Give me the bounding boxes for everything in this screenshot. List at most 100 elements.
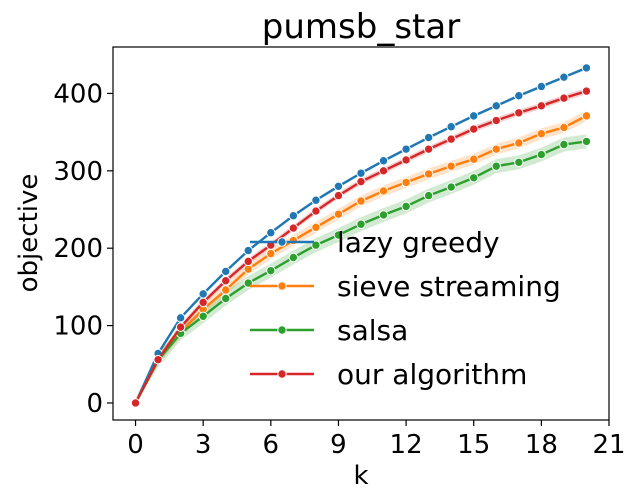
data-point-our-algorithm (514, 108, 524, 118)
y-tick-label: 400 (53, 79, 103, 109)
x-tick-label: 12 (390, 430, 423, 460)
legend-marker-our-algorithm (277, 369, 287, 379)
x-tick-label: 0 (127, 430, 144, 460)
y-tick-label: 300 (53, 157, 103, 187)
data-point-lazy-greedy (536, 81, 547, 92)
legend-label-salsa: salsa (337, 314, 408, 347)
data-point-our-algorithm (333, 190, 344, 201)
chart-title: pumsb_star (262, 7, 460, 47)
data-point-lazy-greedy (514, 91, 524, 101)
data-point-our-algorithm (153, 354, 163, 365)
confidence-bands (135, 66, 587, 403)
data-point-sieve-streaming (356, 196, 366, 206)
plot-frame (112, 46, 610, 421)
legend-marker-salsa (277, 325, 287, 335)
data-point-lazy-greedy (243, 245, 253, 256)
data-point-sieve-streaming (288, 235, 299, 246)
data-point-sieve-streaming (491, 144, 501, 154)
y-tick-label: 200 (53, 234, 103, 264)
x-axis-label: k (353, 461, 368, 491)
data-point-our-algorithm (401, 155, 411, 165)
x-tick-label: 15 (457, 430, 490, 460)
data-point-salsa (514, 157, 524, 168)
data-point-our-algorithm (243, 256, 253, 267)
data-point-sieve-streaming (581, 111, 592, 121)
data-point-our-algorithm (198, 297, 208, 308)
x-tick-label: 9 (330, 430, 347, 460)
x-tick-label: 21 (592, 430, 625, 460)
data-point-salsa (198, 311, 208, 322)
data-point-our-algorithm (536, 101, 547, 111)
data-point-our-algorithm (356, 176, 366, 187)
data-point-our-algorithm (175, 322, 186, 332)
x-tick-label: 3 (195, 430, 212, 460)
data-point-salsa (401, 201, 411, 212)
legend-label-our-algorithm: our algorithm (337, 358, 527, 391)
data-point-salsa (559, 139, 569, 150)
data-point-salsa (446, 182, 456, 192)
data-point-salsa (469, 173, 479, 183)
y-tick-label: 100 (53, 312, 103, 342)
data-point-sieve-streaming (514, 138, 524, 148)
data-point-sieve-streaming (423, 169, 434, 179)
data-point-salsa (333, 230, 344, 240)
data-point-lazy-greedy (378, 156, 389, 166)
data-point-lazy-greedy (559, 72, 569, 82)
data-point-our-algorithm (378, 166, 389, 176)
y-axis-ticks: 0 100 200 300 400 (53, 79, 113, 419)
series-lines (130, 63, 592, 408)
data-point-lazy-greedy (469, 111, 479, 121)
data-point-sieve-streaming (266, 248, 276, 259)
data-point-sieve-streaming (401, 177, 411, 188)
data-point-lazy-greedy (175, 313, 186, 323)
data-point-lazy-greedy (198, 289, 208, 299)
legend-label-sieve-streaming: sieve streaming (337, 270, 561, 303)
x-axis-ticks: 0 3 6 9 12 15 18 21 (127, 420, 626, 460)
data-point-our-algorithm (288, 223, 299, 233)
data-point-sieve-streaming (221, 285, 231, 295)
data-point-sieve-streaming (536, 128, 547, 139)
data-point-sieve-streaming (469, 154, 479, 164)
data-point-sieve-streaming (446, 161, 456, 171)
data-point-salsa (423, 190, 434, 201)
series-band-salsa (135, 134, 587, 403)
data-point-salsa (491, 161, 501, 171)
data-point-salsa (378, 210, 389, 220)
data-point-salsa (536, 149, 547, 160)
data-point-lazy-greedy (221, 266, 231, 277)
legend-label-lazy-greedy: lazy greedy (337, 226, 500, 259)
data-point-lazy-greedy (446, 122, 456, 132)
data-point-sieve-streaming (333, 209, 344, 219)
data-point-lazy-greedy (288, 211, 299, 221)
data-point-lazy-greedy (401, 144, 411, 154)
y-tick-label: 0 (86, 389, 103, 419)
data-point-salsa (266, 265, 276, 276)
data-point-our-algorithm (446, 134, 456, 144)
data-point-sieve-streaming (243, 264, 253, 274)
data-point-lazy-greedy (423, 132, 434, 143)
data-point-our-algorithm (581, 86, 592, 96)
data-point-salsa (581, 136, 592, 147)
data-point-sieve-streaming (559, 122, 569, 133)
data-point-lazy-greedy (356, 168, 366, 178)
legend-marker-sieve-streaming (277, 281, 287, 291)
data-point-salsa (356, 219, 366, 229)
x-tick-label: 18 (525, 430, 558, 460)
data-point-our-algorithm (469, 124, 479, 134)
legend: lazy greedy sieve streaming salsa our algor… (250, 226, 561, 391)
data-point-lazy-greedy (311, 195, 321, 205)
data-point-our-algorithm (491, 115, 501, 126)
data-point-our-algorithm (423, 144, 434, 154)
x-tick-label: 6 (263, 430, 280, 460)
data-point-sieve-streaming (311, 222, 321, 233)
data-point-sieve-streaming (378, 186, 389, 196)
data-point-our-algorithm (311, 206, 321, 216)
data-point-our-algorithm (559, 93, 569, 103)
y-axis-label: objective (14, 174, 44, 293)
data-point-salsa (221, 293, 231, 304)
data-point-our-algorithm (130, 398, 141, 408)
legend-marker-lazy-greedy (277, 237, 287, 247)
data-point-lazy-greedy (333, 181, 344, 191)
data-point-lazy-greedy (581, 63, 592, 73)
